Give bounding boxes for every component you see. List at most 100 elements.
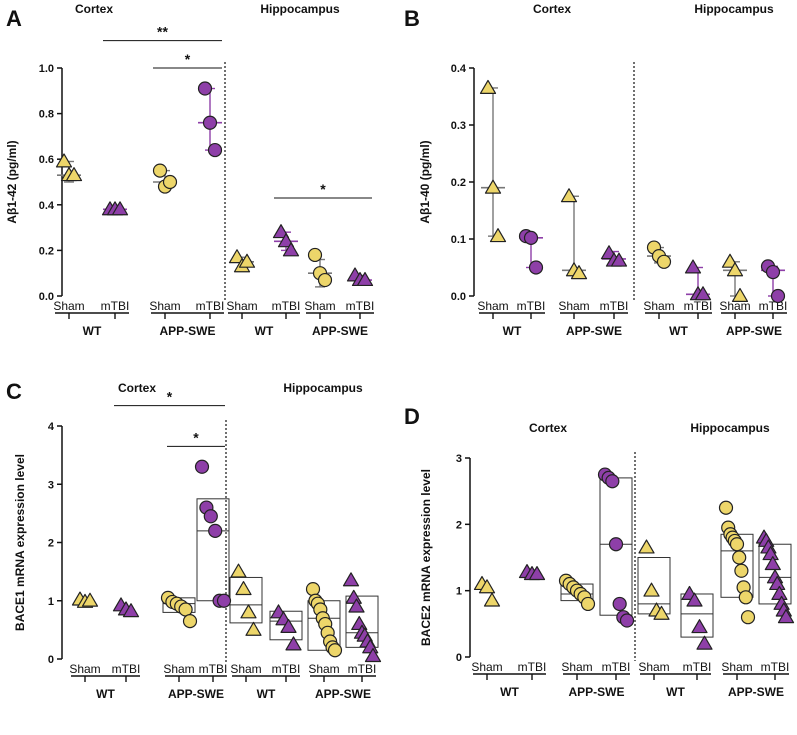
data-point (345, 589, 362, 604)
data-point (612, 596, 627, 612)
x-tick-label: Sham (477, 299, 508, 313)
group-label: WT (96, 687, 115, 701)
data-point (580, 596, 596, 612)
x-tick-label: mTBI (517, 299, 546, 313)
data-point (207, 142, 223, 158)
y-tick-label: 2 (48, 538, 54, 550)
y-tick-label: 1 (48, 596, 54, 608)
data-point (605, 474, 620, 489)
x-tick-label: mTBI (272, 299, 301, 313)
y-tick-label: 0 (48, 654, 54, 666)
data-point (734, 563, 749, 578)
data-point (696, 635, 713, 650)
group-label: WT (83, 324, 102, 338)
data-point (777, 609, 795, 624)
data-point (478, 579, 496, 594)
data-point (55, 153, 73, 168)
y-axis-label: BACE1 mRNA expression level (13, 454, 27, 631)
data-point (694, 286, 712, 301)
y-axis-label: BACE2 mRNA expression level (419, 469, 433, 646)
region-label: Hippocampus (283, 381, 363, 395)
data-point (608, 537, 624, 552)
panel-C: C Cortex Hippocampus 0 1 2 3 4 BACE1 mRNA expres… (6, 379, 379, 701)
group-label: APP-SWE (168, 687, 224, 701)
significance-label: * (320, 181, 326, 197)
region-label: Cortex (529, 421, 567, 435)
data-point (726, 262, 744, 277)
x-tick-label: mTBI (683, 660, 712, 674)
box (269, 610, 303, 641)
y-tick-label: 0.0 (451, 291, 466, 303)
region-label: Hippocampus (690, 421, 770, 435)
data-point (764, 556, 781, 571)
data-point (484, 179, 502, 194)
data-point (327, 643, 343, 658)
data-point (245, 621, 262, 636)
data-point (351, 615, 368, 631)
y-tick-label: 0.1 (451, 234, 466, 246)
data-point (305, 581, 321, 597)
x-tick-label: mTBI (101, 299, 130, 313)
y-tick-label: 1.0 (39, 63, 54, 75)
data-point (240, 604, 257, 619)
data-point (483, 592, 501, 607)
x-tick-label: mTBI (346, 299, 375, 313)
data-point (342, 572, 360, 587)
data-point (203, 509, 218, 524)
box (758, 543, 792, 605)
data-point (272, 224, 290, 239)
box (637, 557, 671, 615)
x-tick-label: mTBI (112, 662, 141, 676)
panel-letter: C (6, 379, 22, 404)
group-label: APP-SWE (312, 324, 368, 338)
data-point (731, 287, 749, 302)
x-tick-label: mTBI (600, 299, 629, 313)
data-point (765, 264, 781, 280)
y-tick-label: 2 (456, 519, 462, 531)
data-point (122, 603, 140, 618)
data-point (740, 610, 756, 625)
data-point (643, 582, 660, 597)
data-point (111, 201, 129, 216)
group-label: WT (257, 687, 276, 701)
x-tick-label: Sham (53, 299, 84, 313)
x-tick-label: Sham (721, 660, 752, 674)
x-tick-label: Sham (308, 662, 339, 676)
y-tick-label: 1 (456, 586, 462, 598)
panel-A: A Cortex Hippocampus 0.0 0.2 0.4 0.6 0.8 1.0 Aβ1-… (5, 2, 374, 338)
x-tick-label: mTBI (196, 299, 225, 313)
y-tick-label: 0.4 (451, 63, 467, 75)
data-point (479, 79, 497, 94)
region-label: Hippocampus (694, 2, 774, 16)
x-tick-label: Sham (471, 660, 502, 674)
panel-letter: D (404, 404, 420, 429)
significance-label: * (193, 429, 199, 445)
x-tick-label: mTBI (272, 662, 301, 676)
y-tick-label: 0.6 (39, 154, 54, 166)
y-tick-label: 0.4 (39, 200, 55, 212)
panel-letter: B (404, 6, 420, 31)
data-point (686, 592, 703, 607)
region-label: Cortex (75, 2, 113, 16)
x-tick-label: Sham (558, 299, 589, 313)
data-point (197, 81, 213, 96)
data-point (208, 523, 223, 538)
data-point (81, 592, 99, 607)
significance-label: * (167, 389, 173, 405)
data-point (285, 636, 302, 651)
y-tick-label: 0.3 (451, 120, 466, 132)
data-point (729, 537, 745, 552)
data-point (738, 590, 753, 605)
y-tick-label: 0.0 (39, 291, 54, 303)
data-point (238, 253, 256, 268)
data-point (235, 580, 252, 596)
data-point (528, 565, 546, 581)
x-tick-label: Sham (149, 299, 180, 313)
data-point (489, 228, 507, 243)
group-label: WT (503, 324, 522, 338)
data-point (307, 247, 323, 263)
y-axis-label: Aβ1-42 (pg/ml) (5, 140, 19, 223)
data-point (364, 647, 382, 663)
group-label: WT (669, 324, 688, 338)
